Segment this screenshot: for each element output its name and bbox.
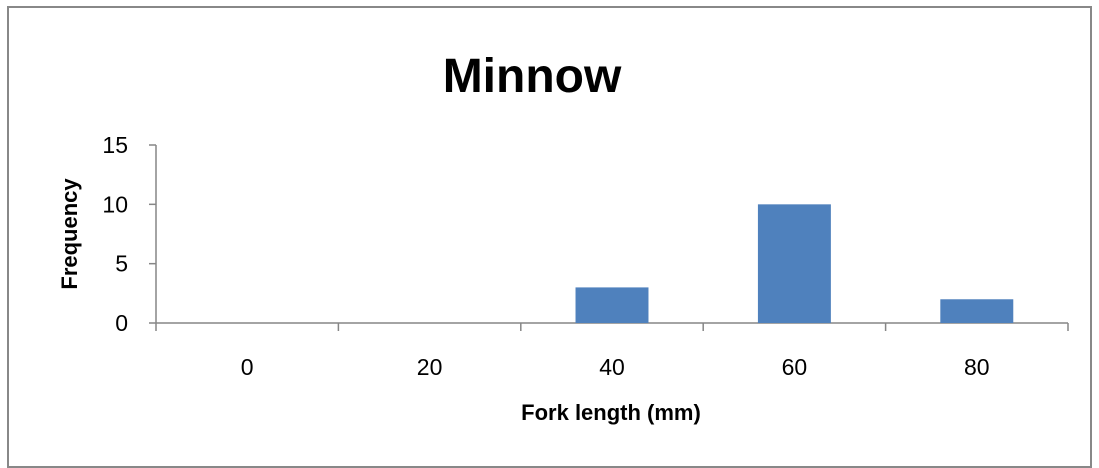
x-tick-label: 40 bbox=[599, 354, 625, 380]
chart-title: Minnow bbox=[443, 50, 622, 103]
bar bbox=[757, 204, 831, 323]
chart-border bbox=[7, 6, 1092, 468]
x-axis: 0 20 40 60 80 bbox=[155, 322, 1069, 380]
bar bbox=[575, 287, 649, 323]
y-tick-label: 10 bbox=[102, 191, 128, 217]
x-tick-label: 60 bbox=[782, 354, 808, 380]
x-tick-label: 80 bbox=[964, 354, 990, 380]
y-tick-label: 15 bbox=[102, 132, 128, 158]
x-tick-label: 20 bbox=[417, 354, 443, 380]
x-tick-label: 0 bbox=[241, 354, 254, 380]
bar bbox=[940, 299, 1014, 323]
bars bbox=[575, 204, 1014, 323]
y-axis-title: Frequency bbox=[57, 178, 82, 290]
y-tick-label: 5 bbox=[115, 251, 128, 277]
y-axis: 0 5 10 15 bbox=[102, 132, 157, 336]
x-axis-title: Fork length (mm) bbox=[521, 400, 701, 425]
y-tick-label: 0 bbox=[115, 310, 128, 336]
